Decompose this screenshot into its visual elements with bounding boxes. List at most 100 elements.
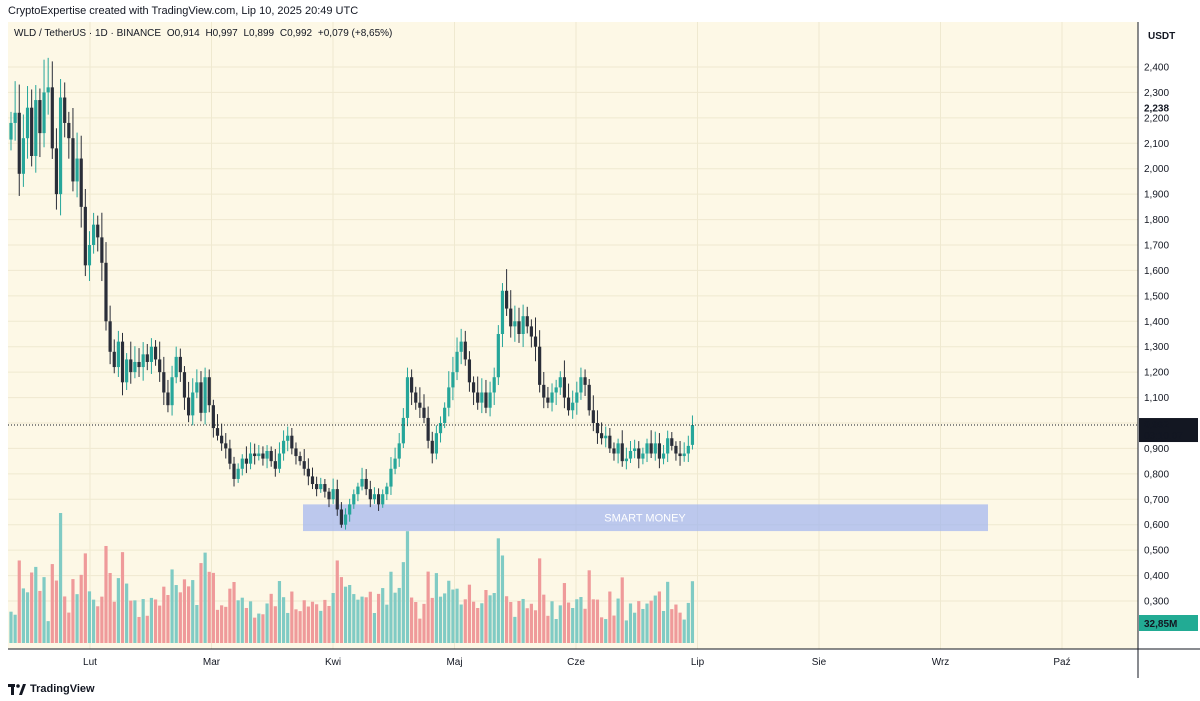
price-tick-label: 2,400 [1144,63,1169,74]
time-tick-label: Cze [567,657,585,668]
volume-bar [690,581,695,643]
volume-bar [604,619,608,643]
candle-body [620,443,624,462]
candle-body [566,397,571,411]
candle-body [253,453,257,457]
high-value: H0,997 [205,28,238,39]
candle-body [463,341,467,360]
tradingview-logo[interactable]: TradingView [8,683,95,695]
candle-body [232,463,236,479]
price-tick-label: 0,400 [1144,571,1169,582]
candle-body [657,443,662,459]
candle-body [348,504,352,515]
volume-bar [517,601,521,643]
volume-bar [75,594,79,643]
candle-body [579,377,583,393]
volume-value: 32,85M [1144,619,1177,630]
volume-bar [566,602,571,643]
volume-bar [211,572,215,643]
candle-body [546,397,550,403]
volume-bar [232,582,236,643]
candle-body [583,377,587,385]
volume-bar [343,586,348,643]
volume-bar [558,605,562,643]
volume-bar [137,616,141,643]
volume-bar [112,601,116,643]
candle-body [120,341,125,383]
price-tick-label: 1,400 [1144,317,1169,328]
volume-bar [178,592,182,643]
volume-bar [87,591,92,643]
volume-bar [500,555,505,643]
volume-bar [455,588,459,643]
price-axis[interactable] [1138,22,1200,678]
candle-body [529,326,533,337]
candle-body [149,346,154,362]
volume-bar [542,594,546,643]
volume-bar [575,599,579,643]
candle-body [50,87,54,149]
candle-body [438,423,443,434]
candle-body [17,112,21,174]
candle-body [290,435,294,449]
volume-bar [298,611,302,643]
smart-money-zone[interactable] [303,504,988,532]
volume-bar [422,603,426,643]
candle-body [686,445,690,454]
change-value: +0,079 (+8,65%) [317,28,393,39]
candle-body [488,392,492,408]
volume-bar [591,599,595,643]
volume-bar [376,593,381,643]
candle-body [30,107,34,156]
volume-bar [100,596,104,643]
volume-bar [410,597,414,643]
candle-body [67,122,71,139]
candle-body [343,514,348,525]
candle-body [542,384,546,398]
volume-bar [261,614,265,643]
volume-bar [339,577,343,643]
volume-bar [327,605,331,643]
marked-price-label: 2,238 [1144,104,1169,115]
volume-bar [447,580,451,643]
time-tick-label: Mar [203,657,221,668]
price-chart[interactable]: 2,400 2,300 2,200 2,100 2,000 1,900 1,800 1,700… [0,22,1200,678]
candle-body [79,158,83,207]
volume-bar [265,603,269,643]
volume-bar [195,605,199,643]
volume-bar [471,601,476,643]
volume-bar [125,583,129,643]
volume-bar [133,600,137,643]
candle-body [376,494,381,505]
volume-bar [666,581,670,643]
candle-body [674,445,678,454]
candle-body [616,443,620,454]
volume-bar [674,604,678,643]
candle-body [612,448,616,454]
volume-bar [645,603,649,643]
volume-bar [529,603,533,643]
candle-body [191,392,195,416]
volume-bar [67,612,71,643]
footer: TradingView [0,678,1200,701]
candle-body [104,262,108,322]
volume-bar [170,569,174,643]
volume-bar [385,604,389,643]
tradingview-logo-icon [8,683,26,695]
countdown-timer: 03:10:07 [1144,431,1183,442]
volume-bar [224,606,228,643]
chart-frame[interactable]: 2,400 2,300 2,200 2,100 2,000 1,900 1,800 1,700… [0,22,1200,678]
volume-bar [686,602,690,643]
price-tick-label: 0,500 [1144,546,1169,557]
candle-body [302,461,306,469]
time-axis[interactable] [8,649,1138,678]
candle-body [525,316,529,327]
candle-body [447,387,451,408]
candle-body [273,461,277,469]
volume-bar [546,615,550,643]
candle-body [125,359,129,383]
volume-bar [389,571,393,643]
candle-body [87,245,92,266]
price-tick-label: 1,300 [1144,342,1169,353]
price-tick-label: 1,600 [1144,266,1169,277]
